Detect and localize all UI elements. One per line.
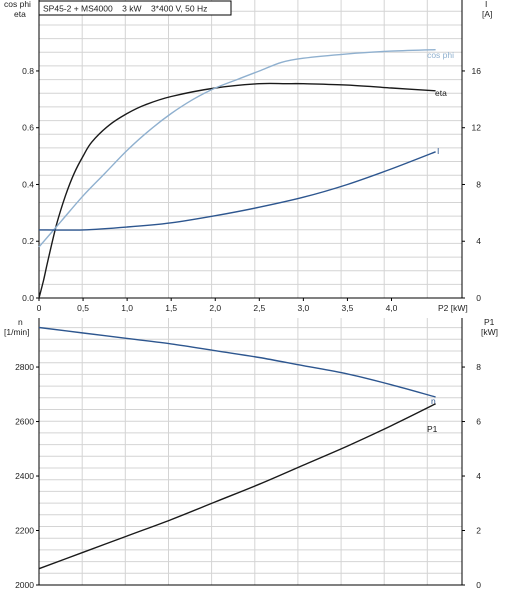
series-label: P1 xyxy=(427,424,438,434)
bottom-right-axis-label-line-2: [kW] xyxy=(481,327,498,337)
series-label: cos phi xyxy=(427,50,454,60)
bottom-chart-series: n P1 xyxy=(38,326,438,570)
top-left-axis-label-line-2: eta xyxy=(14,9,26,19)
left-tick-label: 2400 xyxy=(15,471,34,481)
bottom-right-axis-label-line-1: P1 xyxy=(484,317,495,327)
series-line-i xyxy=(38,151,436,231)
series-line-n xyxy=(38,326,436,398)
left-tick-label: 0.6 xyxy=(22,123,34,133)
left-tick-label: 2600 xyxy=(15,417,34,427)
bottom-left-axis-label-line-1: n xyxy=(18,317,23,327)
left-tick-label: 0.0 xyxy=(22,293,34,303)
x-tick-label: 1,5 xyxy=(165,303,177,313)
right-tick-label: 4 xyxy=(476,471,481,481)
right-tick-label: 0 xyxy=(476,580,481,590)
left-tick-label: 0.2 xyxy=(22,236,34,246)
top-x-axis-ticks: 0 0,5 1,0 1,5 2,0 2,5 3,0 3,5 4,0 xyxy=(37,298,398,313)
series-line-eta xyxy=(38,82,436,299)
top-chart-frame xyxy=(38,0,463,299)
bottom-right-axis-ticks: 0 2 4 6 8 xyxy=(462,362,481,590)
chart-title: SP45-2 + MS4000 3 kW 3*400 V, 50 Hz xyxy=(43,4,207,14)
top-chart-series: eta cos phi I xyxy=(38,49,454,299)
top-left-axis-ticks: 0.0 0.2 0.4 0.6 0.8 xyxy=(22,66,39,303)
right-tick-label: 0 xyxy=(476,293,481,303)
top-right-axis-label-line-2: [A] xyxy=(482,9,492,19)
left-tick-label: 0.8 xyxy=(22,66,34,76)
series-label: eta xyxy=(435,88,447,98)
right-tick-label: 2 xyxy=(476,526,481,536)
right-tick-label: 16 xyxy=(472,66,482,76)
right-tick-label: 8 xyxy=(476,362,481,372)
series-line-p1 xyxy=(38,403,436,570)
bottom-chart-frame xyxy=(38,318,463,586)
x-tick-label: 4,0 xyxy=(386,303,398,313)
chart-title-box xyxy=(38,0,232,16)
top-chart-grid xyxy=(39,0,462,298)
x-tick-label: 3,5 xyxy=(342,303,354,313)
bottom-chart-grid xyxy=(39,318,462,585)
top-right-axis-ticks: 0 4 8 12 16 xyxy=(462,66,481,303)
right-tick-label: 6 xyxy=(476,417,481,427)
series-label: n xyxy=(431,396,436,406)
x-tick-label: 2,0 xyxy=(209,303,221,313)
top-right-axis-label-line-1: I xyxy=(485,0,487,9)
left-tick-label: 2000 xyxy=(15,580,34,590)
series-line-cos-phi xyxy=(38,49,436,248)
right-tick-label: 12 xyxy=(472,123,482,133)
x-tick-label: 1,0 xyxy=(121,303,133,313)
bottom-left-axis-ticks: 2000 2200 2400 2600 2800 xyxy=(15,362,39,590)
x-tick-label: 3,0 xyxy=(297,303,309,313)
top-left-axis-label-line-1: cos phi xyxy=(4,0,31,9)
right-tick-label: 4 xyxy=(476,236,481,246)
left-tick-label: 0.4 xyxy=(22,179,34,189)
left-tick-label: 2200 xyxy=(15,526,34,536)
x-tick-label: 0,5 xyxy=(77,303,89,313)
bottom-left-axis-label-line-2: [1/min] xyxy=(4,327,30,337)
x-tick-label: 0 xyxy=(37,303,42,313)
left-tick-label: 2800 xyxy=(15,362,34,372)
series-label: I xyxy=(437,146,439,156)
x-axis-label: P2 [kW] xyxy=(438,303,468,313)
x-tick-label: 2,5 xyxy=(253,303,265,313)
right-tick-label: 8 xyxy=(476,179,481,189)
